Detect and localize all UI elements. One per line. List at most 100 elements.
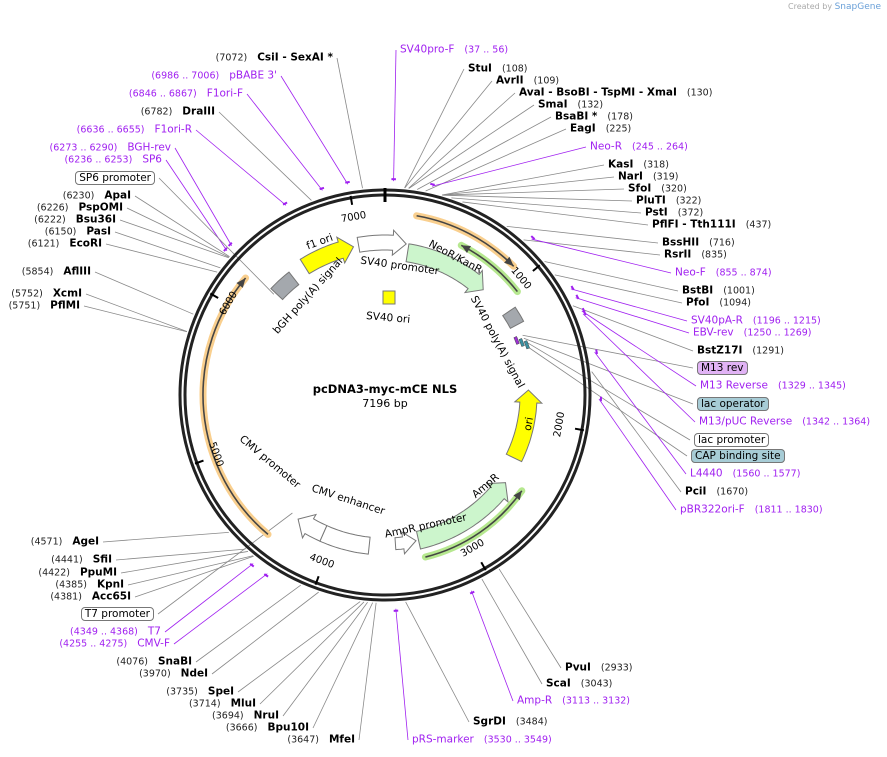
leader-line: [572, 305, 694, 352]
site-name: pRS-marker: [412, 733, 474, 746]
feature-label-cap-binding-site[interactable]: CAP binding site: [691, 449, 785, 463]
enzyme-label-draiii[interactable]: (6782) DraIII: [141, 106, 215, 119]
enzyme-label-mfei[interactable]: (3647) MfeI: [287, 734, 355, 747]
orf-arc-top-head: [504, 256, 514, 267]
primer-label-f1ori-f[interactable]: (6846 .. 6867) F1ori-F: [129, 88, 243, 101]
enzyme-label-sfoi[interactable]: SfoI (320): [628, 183, 687, 196]
feature-label-lac-promoter[interactable]: lac promoter: [694, 433, 770, 447]
site-name: pBR322ori-F: [680, 503, 745, 516]
leader-line: [575, 297, 690, 334]
enzyme-label-eagi[interactable]: EagI (225): [570, 123, 631, 136]
enzyme-label-apai[interactable]: (6230) ApaI: [63, 190, 131, 203]
enzyme-label-pflmi[interactable]: (5751) PflMI: [9, 300, 80, 313]
primer-label-sv40pa-r[interactable]: SV40pA-R (1196 .. 1215): [691, 315, 821, 328]
primer-label-cmv-f[interactable]: (4255 .. 4275) CMV-F: [59, 638, 170, 651]
enzyme-label-bpu10i[interactable]: (3666) Bpu10I: [226, 722, 309, 735]
enzyme-label-ppumi[interactable]: (4422) PpuMI: [38, 567, 117, 580]
enzyme-label-pspomi[interactable]: (6226) PspOMI: [37, 202, 123, 215]
enzyme-label-ecori[interactable]: (6121) EcoRI: [28, 238, 102, 251]
enzyme-label-bstz17i[interactable]: BstZ17I (1291): [697, 345, 784, 358]
site-name: PspOMI: [78, 201, 123, 214]
enzyme-label-pluti[interactable]: PluTI (322): [636, 195, 701, 208]
leader-line: [195, 584, 301, 663]
site-name: DraIII: [182, 105, 215, 118]
primer-label-pbr322ori-f[interactable]: pBR322ori-F (1811 .. 1830): [680, 504, 823, 517]
primer-site-mark: [249, 562, 255, 568]
leader-line: [441, 164, 605, 196]
leader-line: [158, 177, 275, 295]
site-position: (437): [745, 219, 772, 231]
ampr-promoter-arrow: [394, 531, 417, 555]
enzyme-label-bsu36i[interactable]: (6222) Bsu36I: [34, 214, 116, 227]
enzyme-label-kasi[interactable]: KasI (318): [608, 159, 669, 172]
leader-line: [195, 129, 287, 206]
enzyme-label-bstbi[interactable]: BstBI (1001): [682, 285, 755, 298]
primer-label-l4440[interactable]: L4440 (1560 .. 1577): [690, 468, 800, 481]
primer-label-pbabe-3[interactable]: (6986 .. 7006) pBABE 3': [151, 70, 277, 83]
site-name: SmaI: [538, 98, 568, 111]
leader-line: [120, 551, 248, 574]
leader-line: [481, 578, 543, 685]
site-name: BsaBI *: [555, 110, 598, 123]
enzyme-label-nari[interactable]: NarI (319): [618, 171, 679, 184]
site-name: Amp-R: [517, 694, 553, 707]
enzyme-label-bsabi[interactable]: BsaBI * (178): [555, 111, 633, 124]
enzyme-label-agei[interactable]: (4571) AgeI: [31, 536, 99, 549]
leader-line: [395, 608, 409, 741]
enzyme-label-mlui[interactable]: (3714) MluI: [189, 698, 256, 711]
enzyme-label-psti[interactable]: PstI (372): [645, 207, 703, 220]
leader-line: [442, 188, 625, 196]
primer-label-t7[interactable]: (4349 .. 4368) T7: [70, 626, 161, 639]
site-name: SfiI: [92, 553, 112, 566]
enzyme-label-rsrii[interactable]: RsrII (835): [664, 249, 727, 262]
feature-label-m13-rev[interactable]: M13 rev: [697, 361, 748, 375]
enzyme-label-pcii[interactable]: PciI (1670): [685, 486, 748, 499]
enzyme-label-pfoi[interactable]: PfoI (1094): [686, 297, 751, 310]
enzyme-label-kpni[interactable]: (4385) KpnI: [55, 579, 124, 592]
enzyme-label-scai[interactable]: ScaI (3043): [546, 678, 612, 691]
enzyme-label-pflfi-tth111i[interactable]: PflFI - Tth111I (437): [652, 219, 771, 232]
enzyme-label-csii-sexai[interactable]: (7072) CsiI - SexAI *: [216, 52, 333, 65]
enzyme-label-xcmi[interactable]: (5752) XcmI: [11, 288, 82, 301]
enzyme-label-pasi[interactable]: (6150) PasI: [45, 226, 111, 239]
enzyme-label-avai-bsobi-tspmi-xmai[interactable]: AvaI - BsoBI - TspMI - XmaI (130): [519, 87, 712, 100]
enzyme-label-avrii[interactable]: AvrII (109): [496, 75, 559, 88]
neor-arrow: [405, 243, 484, 294]
primer-label-prs-marker[interactable]: pRS-marker (3530 .. 3549): [412, 734, 552, 747]
primer-label-amp-r[interactable]: Amp-R (3113 .. 3132): [517, 695, 630, 708]
enzyme-label-snabi[interactable]: (4076) SnaBI: [116, 656, 192, 669]
enzyme-label-nrui[interactable]: (3694) NruI: [212, 710, 279, 723]
site-name: PciI: [685, 485, 707, 498]
site-position: (132): [577, 99, 604, 111]
enzyme-label-acc65i[interactable]: (4381) Acc65I: [50, 591, 131, 604]
site-position: (4255 .. 4275): [59, 638, 128, 650]
feature-label-lac-operator[interactable]: lac operator: [697, 397, 769, 411]
primer-label-m13-reverse[interactable]: M13 Reverse (1329 .. 1345): [700, 380, 846, 393]
enzyme-label-pvui[interactable]: PvuI (2933): [565, 662, 633, 675]
primer-site-mark: [430, 182, 435, 186]
enzyme-label-spei[interactable]: (3735) SpeI: [166, 686, 234, 699]
feature-label-sp6-promoter[interactable]: SP6 promoter: [75, 171, 155, 185]
site-position: (3113 .. 3132): [562, 695, 631, 707]
enzyme-label-sgrdi[interactable]: SgrDI (3484): [473, 716, 547, 729]
enzyme-label-ndei[interactable]: (3970) NdeI: [139, 668, 208, 681]
feature-label-ori[interactable]: ori: [521, 416, 536, 432]
primer-label-f1ori-r[interactable]: (6636 .. 6655) F1ori-R: [77, 124, 192, 137]
primer-label-neo-f[interactable]: Neo-F (855 .. 874): [675, 267, 772, 280]
primer-label-sv40pro-f[interactable]: SV40pro-F (37 .. 56): [400, 44, 508, 57]
primer-label-neo-r[interactable]: Neo-R (245 .. 264): [590, 141, 688, 154]
leader-line: [417, 116, 552, 190]
primer-label-sp6[interactable]: (6236 .. 6253) SP6: [64, 154, 162, 167]
site-name: pBABE 3': [229, 69, 277, 82]
enzyme-label-sfii[interactable]: (4441) SfiI: [51, 554, 112, 567]
primer-label-ebv-rev[interactable]: EBV-rev (1250 .. 1269): [693, 327, 812, 340]
enzyme-label-afliii[interactable]: (5854) AflIII: [22, 266, 91, 279]
feature-label-t7-promoter[interactable]: T7 promoter: [80, 607, 154, 621]
leader-line: [554, 274, 683, 304]
tick-mark: [349, 195, 354, 205]
primer-label-bgh-rev[interactable]: (6273 .. 6290) BGH-rev: [50, 142, 171, 155]
primer-label-m13-puc-reverse[interactable]: M13/pUC Reverse (1342 .. 1364): [699, 416, 870, 429]
enzyme-label-smai[interactable]: SmaI (132): [538, 99, 603, 112]
enzyme-label-bsshii[interactable]: BssHII (716): [662, 237, 735, 250]
enzyme-label-stui[interactable]: StuI (108): [468, 63, 528, 76]
